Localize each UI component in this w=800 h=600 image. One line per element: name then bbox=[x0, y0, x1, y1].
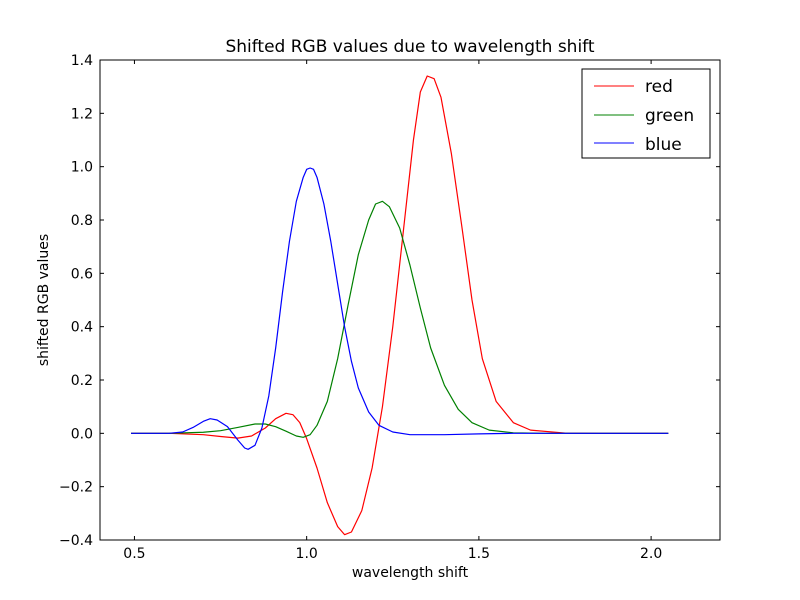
x-axis: 0.5 1.0 1.5 2.0 bbox=[123, 60, 662, 562]
legend-label-blue: blue bbox=[645, 135, 682, 155]
series-line-green bbox=[131, 200, 669, 438]
y-tick-label: 1.4 bbox=[71, 53, 93, 69]
y-tick-label: −0.2 bbox=[59, 480, 93, 496]
series-line-red bbox=[131, 75, 669, 536]
x-axis-label: wavelength shift bbox=[352, 565, 469, 581]
y-tick-label: 0.6 bbox=[71, 266, 93, 282]
y-axis-label: shifted RGB values bbox=[36, 234, 52, 366]
x-tick-label: 0.5 bbox=[123, 546, 145, 562]
legend: red green blue bbox=[581, 68, 711, 159]
plot-frame bbox=[99, 59, 721, 541]
y-tick-label: 1.2 bbox=[71, 106, 93, 122]
y-tick-label: 0.8 bbox=[71, 213, 93, 229]
legend-label-green: green bbox=[645, 106, 694, 126]
y-tick-label: 1.0 bbox=[71, 160, 93, 176]
legend-label-red: red bbox=[645, 77, 673, 97]
chart-title: Shifted RGB values due to wavelength shi… bbox=[225, 37, 594, 57]
y-tick-label: 0.0 bbox=[71, 426, 93, 442]
series-line-blue bbox=[131, 167, 669, 450]
y-tick-label: 0.2 bbox=[71, 373, 93, 389]
y-tick-label: 0.4 bbox=[71, 320, 93, 336]
y-tick-label: −0.4 bbox=[59, 533, 93, 549]
x-tick-label: 2.0 bbox=[640, 546, 662, 562]
series-layer bbox=[131, 75, 669, 536]
y-axis: −0.4 −0.2 0.0 0.2 0.4 0.6 0.8 1.0 1.2 1.4 bbox=[59, 53, 720, 549]
x-tick-label: 1.0 bbox=[296, 546, 318, 562]
x-tick-label: 1.5 bbox=[468, 546, 490, 562]
